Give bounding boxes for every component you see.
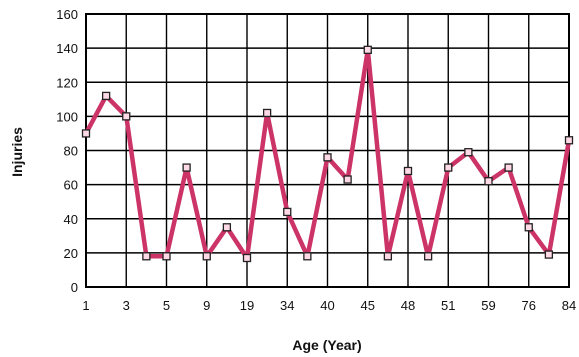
- data-point-marker: [383, 252, 393, 261]
- data-point-marker: [262, 108, 272, 118]
- x-tick-label: 19: [240, 298, 254, 313]
- x-tick-label: 34: [280, 298, 294, 313]
- data-point-marker: [524, 223, 533, 232]
- data-point-marker: [142, 252, 151, 261]
- data-point-marker: [101, 91, 111, 101]
- y-tick-label: 160: [56, 7, 78, 22]
- x-tick-label: 9: [203, 298, 210, 313]
- x-tick-label: 76: [522, 298, 536, 313]
- data-point-marker: [464, 148, 473, 157]
- x-axis-label: Age (Year): [292, 337, 361, 353]
- data-point-marker: [242, 253, 252, 263]
- y-tick-label: 80: [64, 144, 78, 159]
- y-tick-label: 100: [56, 109, 78, 124]
- data-point-marker: [423, 252, 433, 261]
- data-point-marker: [182, 163, 191, 172]
- data-point-marker: [504, 163, 513, 172]
- y-tick-label: 60: [64, 178, 78, 193]
- y-axis-label: Injuries: [9, 127, 25, 177]
- data-point-marker: [544, 250, 554, 259]
- x-tick-label: 51: [441, 298, 455, 313]
- data-point-marker: [81, 129, 91, 138]
- grid: [85, 13, 570, 288]
- data-point-marker: [323, 153, 332, 162]
- y-tick-label: 20: [64, 246, 78, 261]
- x-tick-label: 5: [163, 298, 170, 313]
- data-point-marker: [564, 136, 574, 145]
- data-point-marker: [363, 45, 372, 54]
- x-tick-label: 3: [123, 298, 130, 313]
- series-markers: [81, 45, 574, 263]
- data-point-marker: [202, 252, 211, 261]
- data-point-marker: [403, 166, 413, 176]
- data-point-marker: [343, 175, 352, 184]
- x-tick-label: 40: [320, 298, 334, 313]
- data-point-marker: [444, 163, 453, 172]
- x-tick-label: 45: [361, 298, 375, 313]
- data-point-marker: [162, 252, 171, 261]
- data-point-marker: [122, 112, 131, 121]
- x-tick-label: 59: [481, 298, 495, 313]
- data-point-marker: [484, 177, 493, 186]
- x-tick-label: 1: [82, 298, 89, 313]
- y-tick-label: 120: [56, 75, 78, 90]
- x-axis-ticks: 1 3 5 9 19 34 40 45 48 51 59 76 84: [82, 298, 576, 313]
- y-tick-label: 0: [71, 280, 78, 295]
- data-point-marker: [283, 207, 292, 217]
- y-tick-label: 40: [64, 212, 78, 227]
- y-axis-ticks: 0 20 40 60 80 100 120 140 160: [56, 7, 78, 295]
- data-point-marker: [303, 252, 312, 261]
- x-tick-label: 84: [562, 298, 576, 313]
- data-point-marker: [222, 223, 232, 232]
- y-tick-label: 140: [56, 41, 78, 56]
- x-tick-label: 48: [401, 298, 415, 313]
